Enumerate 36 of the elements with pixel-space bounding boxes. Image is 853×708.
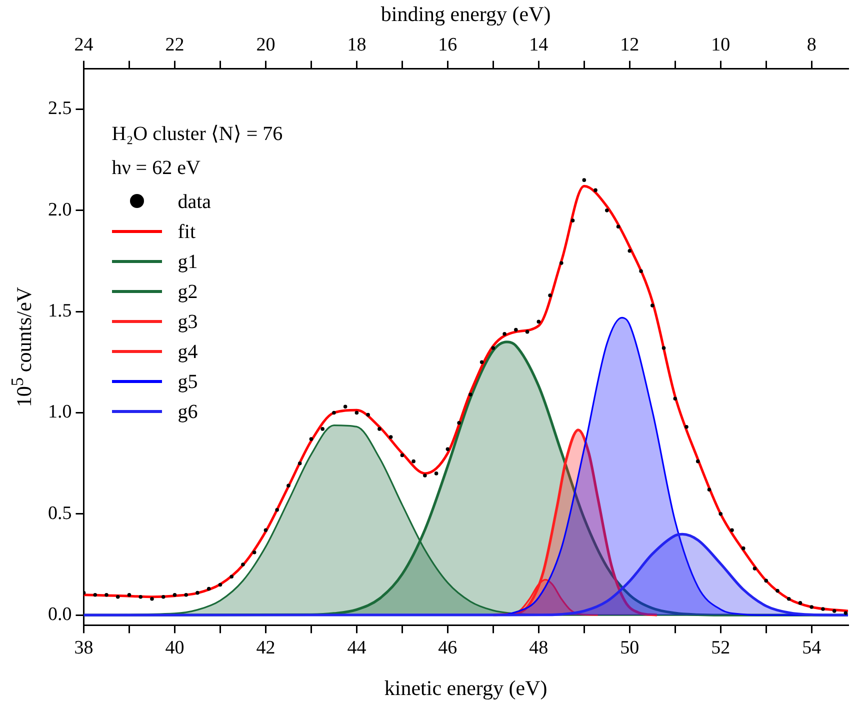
y-tick-label: 2.0: [48, 199, 72, 220]
legend-label: g1: [178, 250, 198, 275]
legend-label: data: [178, 190, 212, 215]
x2-tick-label: 24: [74, 34, 94, 56]
x-tick-label: 42: [256, 638, 276, 659]
x-tick-label: 38: [74, 638, 94, 659]
x-tick-label: 48: [529, 638, 548, 659]
x-tick-label: 44: [347, 638, 367, 659]
legend-label: g3: [178, 310, 198, 335]
x2-tick-label: 10: [711, 34, 730, 56]
x-tick-label: 50: [620, 638, 640, 659]
y-tick-label: 0.0: [48, 604, 72, 626]
x2-tick-label: 14: [529, 34, 549, 56]
x-tick-label: 40: [165, 638, 184, 659]
legend-label: g6: [178, 400, 198, 425]
legend-label: g2: [178, 280, 198, 305]
y-tick-label: 0.5: [48, 502, 72, 524]
legend-label: fit: [178, 220, 196, 245]
x2-tick-label: 18: [347, 34, 366, 56]
x-tick-label: 54: [802, 638, 822, 659]
x2-tick-label: 16: [438, 34, 458, 56]
y-tick-label: 1.5: [48, 300, 72, 322]
y-tick-label: 2.5: [48, 98, 72, 120]
y-tick-label: 1.0: [48, 402, 72, 423]
annotation: hν = 62 eV: [112, 156, 202, 181]
legend-label: g5: [178, 370, 198, 395]
x2-tick-label: 22: [165, 34, 184, 56]
x2-axis-title: binding energy (eV): [380, 2, 551, 27]
x2-tick-label: 20: [256, 34, 276, 56]
x-axis-title: kinetic energy (eV): [384, 676, 548, 701]
x2-tick-label: 12: [620, 34, 640, 56]
legend-label: g4: [178, 340, 198, 365]
annotation: H₂O cluster ⟨N⟩ = 76: [112, 122, 283, 147]
x2-tick-label: 8: [806, 34, 816, 56]
x-tick-label: 52: [711, 638, 730, 659]
x-tick-label: 46: [438, 638, 458, 659]
